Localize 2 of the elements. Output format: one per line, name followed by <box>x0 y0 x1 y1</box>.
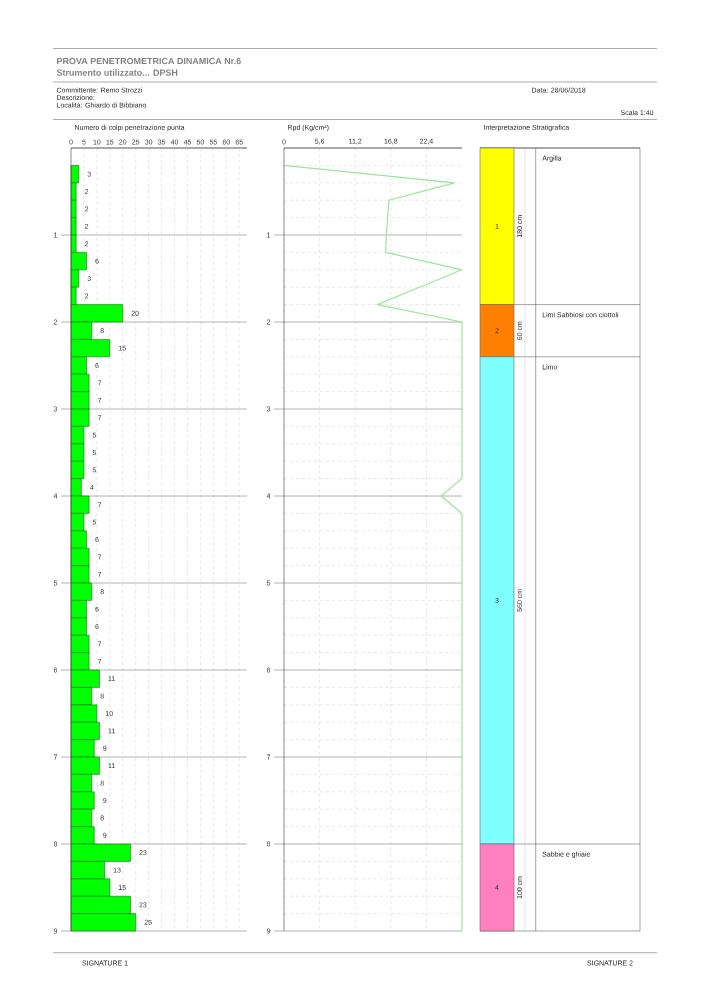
chart-title: PROVA PENETROMETRICA DINAMICA Nr.6 <box>57 57 241 65</box>
chart-subtitle: Strumento utilizzato... DPSH <box>56 69 178 76</box>
